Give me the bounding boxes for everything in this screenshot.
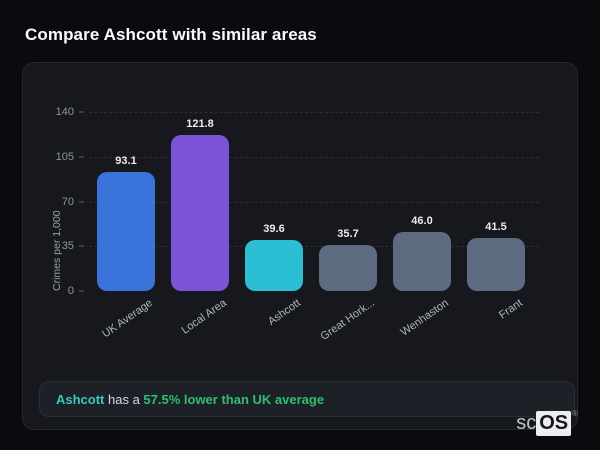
y-tick-label-70: 70 (61, 195, 74, 208)
y-tick-mark-35 (79, 245, 84, 247)
comparison-chart-card: Crimes per 1,000 0 35 70 105 140 93.1 UK Avera… (22, 62, 578, 430)
y-tick-label-35: 35 (61, 240, 74, 253)
bar-value-ashcott: 39.6 (263, 223, 285, 236)
scos-logo: sc OS ® (516, 410, 578, 436)
bar-great-hork[interactable] (319, 245, 377, 291)
bar-value-local-area: 121.8 (186, 118, 214, 131)
y-tick-mark-105 (79, 156, 84, 158)
y-tick-label-105: 105 (55, 150, 74, 163)
bar-ashcott[interactable] (245, 240, 303, 291)
gridline-105 (89, 156, 539, 158)
gridline-140 (89, 112, 539, 113)
comparison-note: Ashcott has a 57.5% lower than UK averag… (39, 381, 575, 417)
logo-prefix: sc (516, 412, 537, 434)
registered-trademark-icon: ® (572, 409, 578, 418)
gridline-70 (89, 201, 539, 203)
y-tick-label-0: 0 (67, 285, 74, 297)
note-area-name: Ashcott (56, 391, 105, 407)
gridline-35 (89, 246, 539, 248)
logo-suffix: OS (536, 411, 572, 436)
y-tick-mark-70 (79, 201, 84, 202)
bar-wenhaston[interactable] (393, 232, 451, 291)
page-title: Compare Ashcott with similar areas (25, 25, 317, 44)
bar-value-uk-average: 93.1 (115, 154, 137, 167)
y-tick-mark-140 (79, 111, 84, 113)
bar-value-wenhaston: 46.0 (411, 215, 433, 228)
note-middle-text: has a (104, 391, 144, 407)
bar-value-great-hork: 35.7 (337, 228, 359, 241)
note-highlight-text: 57.5% lower than UK average (143, 391, 325, 407)
y-tick-mark-0 (79, 290, 84, 292)
bar-value-frant: 41.5 (485, 220, 507, 233)
bar-frant[interactable] (467, 237, 525, 291)
plot-area: 0 35 70 105 140 93.1 UK Average 121.8 Local Area… (56, 106, 539, 343)
bar-uk-average[interactable] (97, 171, 155, 291)
y-tick-label-140: 140 (55, 106, 74, 118)
bar-local-area[interactable] (171, 135, 229, 291)
